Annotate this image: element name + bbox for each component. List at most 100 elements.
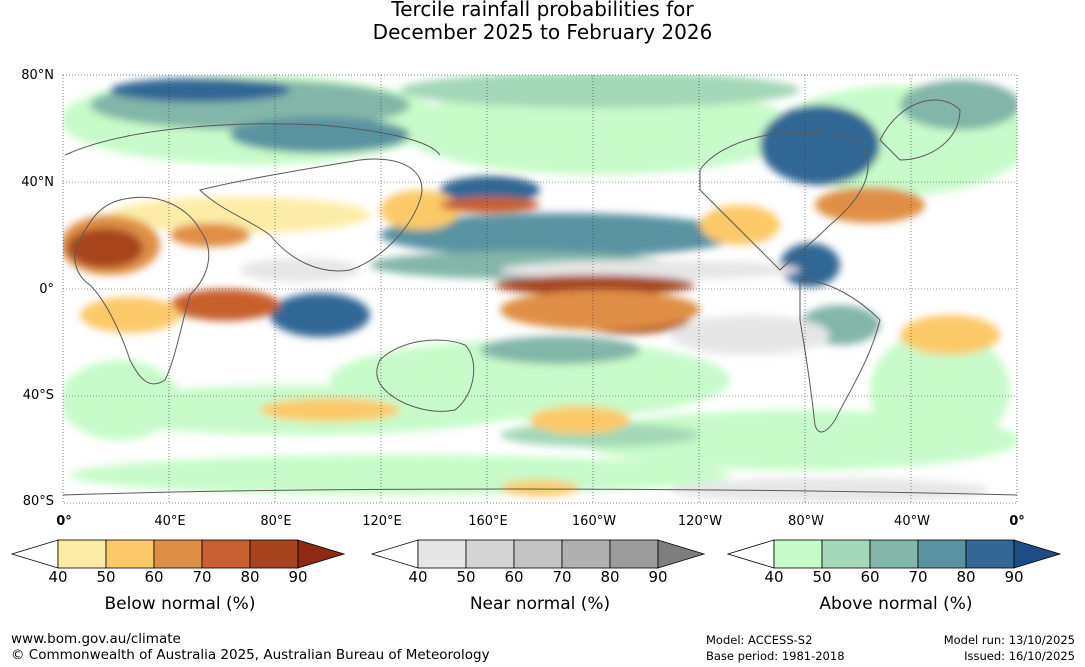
colorbar-segment bbox=[917, 539, 967, 569]
above-normal-region bbox=[870, 330, 1010, 450]
colorbar-tick-label: 80 bbox=[600, 568, 620, 586]
colorbar-tick-label: 40 bbox=[408, 568, 428, 586]
colorbar-tick-label: 80 bbox=[240, 568, 260, 586]
near-normal-region bbox=[670, 478, 990, 502]
above-normal-region bbox=[380, 213, 740, 257]
below-normal-region bbox=[500, 290, 700, 330]
below-normal-region bbox=[380, 190, 460, 230]
lon-label-160w: 160°W bbox=[571, 514, 617, 529]
colorbar-segment bbox=[417, 539, 467, 569]
above-normal-region bbox=[760, 105, 880, 185]
colorbar-segment bbox=[561, 539, 611, 569]
colorbar-upper-extension bbox=[657, 539, 706, 569]
below-normal-region bbox=[500, 480, 580, 496]
colorbar-tick-label: 60 bbox=[860, 568, 880, 586]
below-normal-region bbox=[700, 205, 780, 245]
near-normal-region bbox=[500, 260, 800, 280]
below-normal-region bbox=[80, 297, 180, 333]
below-normal-legend-title: Below normal (%) bbox=[104, 594, 256, 614]
colorbar-segment bbox=[965, 539, 1015, 569]
below-normal-region bbox=[530, 406, 630, 434]
above-normal-region bbox=[400, 75, 800, 108]
footer-base-period: Base period: 1981-2018 bbox=[706, 649, 845, 663]
below-normal-region bbox=[900, 315, 1000, 355]
graticule bbox=[63, 75, 1017, 503]
colorbar-tick-label: 90 bbox=[648, 568, 668, 586]
colorbar-tick-label: 80 bbox=[956, 568, 976, 586]
map-border bbox=[62, 74, 1018, 504]
lat-label-40s: 40°S bbox=[22, 388, 54, 403]
below-normal-region bbox=[260, 398, 400, 422]
probability-regions bbox=[63, 75, 1017, 502]
lon-label-0-west: 0° bbox=[56, 514, 72, 529]
below-normal-region bbox=[170, 223, 250, 247]
colorbar-tick-label: 70 bbox=[552, 568, 572, 586]
colorbar-segment bbox=[105, 539, 155, 569]
colorbar-segment bbox=[57, 539, 107, 569]
footer-issued: Issued: 16/10/2025 bbox=[964, 649, 1075, 663]
footer-model: Model: ACCESS-S2 bbox=[706, 633, 813, 647]
colorbar-tick-label: 50 bbox=[456, 568, 476, 586]
lon-label-40w: 40°W bbox=[894, 514, 930, 529]
below-normal-region bbox=[815, 187, 925, 223]
below-normal-region bbox=[440, 197, 540, 213]
colorbar-tick-label: 90 bbox=[288, 568, 308, 586]
colorbar-segment bbox=[773, 539, 823, 569]
lon-label-40e: 40°E bbox=[154, 514, 186, 529]
above-normal-region bbox=[400, 85, 800, 175]
above-normal-region bbox=[270, 293, 370, 337]
colorbar-tick-label: 70 bbox=[192, 568, 212, 586]
colorbar-tick-label: 60 bbox=[504, 568, 524, 586]
lon-label-120e: 120°E bbox=[362, 514, 402, 529]
lon-label-80w: 80°W bbox=[788, 514, 824, 529]
below-normal-region bbox=[495, 275, 695, 295]
lon-label-0-east: 0° bbox=[1009, 514, 1025, 529]
below-normal-region bbox=[67, 228, 143, 268]
above-normal-region bbox=[480, 336, 640, 364]
lon-label-120w: 120°W bbox=[677, 514, 723, 529]
above-normal-region bbox=[230, 117, 410, 153]
above-normal-region bbox=[440, 176, 540, 204]
colorbar-lower-extension bbox=[726, 539, 775, 569]
colorbar-tick-label: 90 bbox=[1004, 568, 1024, 586]
footer-model-run: Model run: 13/10/2025 bbox=[943, 633, 1075, 647]
colorbar-tick-label: 70 bbox=[908, 568, 928, 586]
colorbar-segment bbox=[249, 539, 299, 569]
lat-label-80s: 80°S bbox=[22, 494, 54, 509]
colorbar-tick-label: 50 bbox=[96, 568, 116, 586]
colorbar-tick-label: 50 bbox=[812, 568, 832, 586]
colorbar-segment bbox=[513, 539, 563, 569]
above-normal-colorbar bbox=[726, 539, 1062, 569]
footer-copyright: © Commonwealth of Australia 2025, Austra… bbox=[11, 647, 490, 663]
colorbar-tick-label: 40 bbox=[764, 568, 784, 586]
colorbar-segment bbox=[465, 539, 515, 569]
colorbar-segment bbox=[821, 539, 871, 569]
lat-label-40n: 40°N bbox=[21, 175, 54, 190]
lat-label-80n: 80°N bbox=[21, 68, 54, 83]
colorbar-lower-extension bbox=[370, 539, 419, 569]
colorbar-tick-label: 40 bbox=[48, 568, 68, 586]
above-normal-region bbox=[110, 78, 290, 102]
near-normal-region bbox=[670, 315, 830, 355]
chart-title-line-2: December 2025 to February 2026 bbox=[372, 20, 713, 44]
near-normal-legend-title: Near normal (%) bbox=[469, 594, 611, 614]
colorbar-segment bbox=[609, 539, 659, 569]
coastlines bbox=[63, 99, 1017, 496]
colorbar-upper-extension bbox=[297, 539, 346, 569]
colorbar-segment bbox=[869, 539, 919, 569]
near-normal-colorbar bbox=[370, 539, 706, 569]
lon-label-160e: 160°E bbox=[468, 514, 508, 529]
below-normal-colorbar bbox=[10, 539, 346, 569]
below-normal-region bbox=[170, 289, 280, 321]
colorbar-segment bbox=[201, 539, 251, 569]
rainfall-probability-map bbox=[62, 74, 1018, 504]
colorbar-tick-label: 60 bbox=[144, 568, 164, 586]
lat-label-equator: 0° bbox=[39, 282, 54, 297]
colorbar-lower-extension bbox=[10, 539, 59, 569]
chart-title-line-1: Tercile rainfall probabilities for bbox=[391, 0, 694, 21]
lon-label-80e: 80°E bbox=[260, 514, 292, 529]
colorbar-upper-extension bbox=[1013, 539, 1062, 569]
near-normal-region bbox=[240, 258, 360, 282]
footer-url: www.bom.gov.au/climate bbox=[11, 631, 181, 647]
colorbar-segment bbox=[153, 539, 203, 569]
